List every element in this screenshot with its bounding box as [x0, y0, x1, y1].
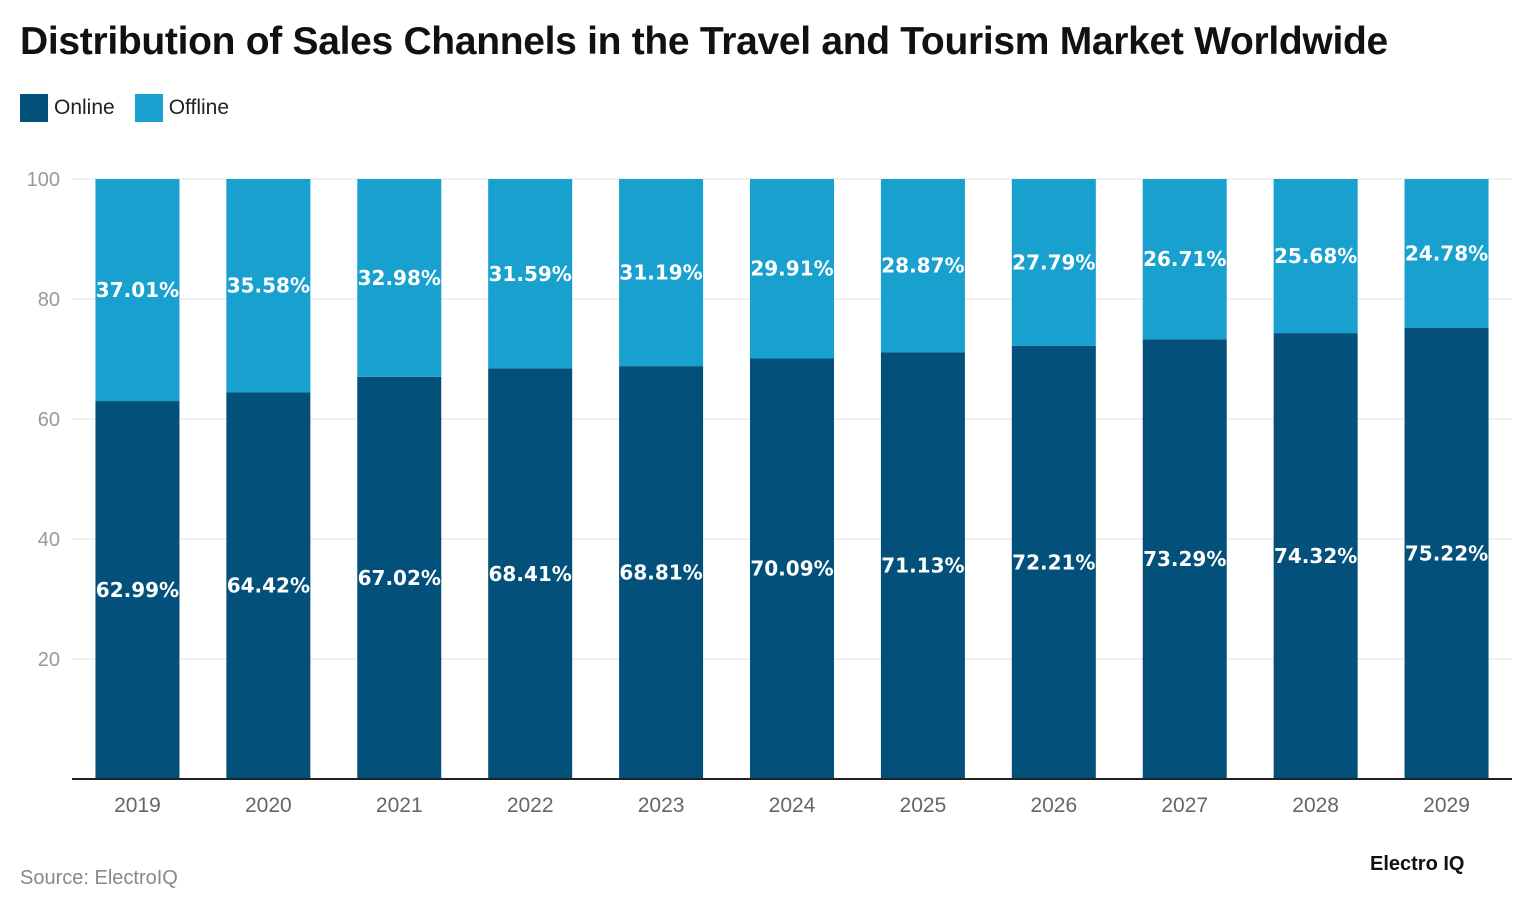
- bar-offline: [1404, 179, 1489, 328]
- bar-offline: [95, 179, 180, 402]
- data-label-online: 62.99%: [96, 578, 179, 602]
- x-tick-label: 2020: [245, 794, 292, 817]
- data-label-offline: 26.71%: [1143, 247, 1226, 271]
- bar-offline: [488, 179, 573, 369]
- data-label-online: 64.42%: [227, 574, 310, 598]
- y-tick-label: 60: [38, 409, 60, 431]
- source-note: Source: ElectroIQ: [20, 867, 178, 889]
- bar-online: [1142, 339, 1227, 779]
- data-label-offline: 37.01%: [96, 278, 179, 302]
- bar-online: [750, 358, 834, 779]
- bar-online: [1011, 345, 1096, 779]
- data-label-online: 68.81%: [619, 561, 702, 585]
- x-tick-label: 2019: [114, 794, 161, 817]
- x-tick-label: 2028: [1292, 794, 1339, 817]
- data-label-offline: 32.98%: [358, 266, 441, 290]
- data-label-online: 72.21%: [1012, 550, 1095, 574]
- data-label-offline: 35.58%: [227, 274, 310, 298]
- data-label-offline: 28.87%: [881, 254, 964, 278]
- legend-swatch-online: [20, 94, 48, 122]
- legend-swatch-offline: [134, 94, 163, 122]
- legend-item-online: Online: [20, 94, 115, 122]
- data-label-online: 67.02%: [358, 566, 441, 590]
- legend-label-online: Online: [54, 96, 115, 119]
- x-tick-label: 2027: [1161, 794, 1208, 817]
- bar-online: [1404, 327, 1489, 779]
- data-label-offline: 31.59%: [489, 262, 572, 286]
- bar-offline: [750, 179, 834, 359]
- x-tick-label: 2026: [1030, 794, 1077, 817]
- chart-title: Distribution of Sales Channels in the Tr…: [20, 20, 1388, 63]
- data-label-offline: 24.78%: [1405, 241, 1488, 265]
- x-tick-label: 2022: [507, 794, 554, 817]
- data-label-online: 75.22%: [1405, 541, 1488, 565]
- data-label-offline: 27.79%: [1012, 250, 1095, 274]
- bar-online: [619, 366, 704, 779]
- bar-online: [95, 401, 180, 779]
- y-tick-label: 100: [27, 169, 60, 191]
- legend-label-offline: Offline: [168, 96, 230, 119]
- bar-offline: [880, 179, 965, 353]
- bar-offline: [1273, 179, 1358, 334]
- data-label-offline: 25.68%: [1274, 244, 1357, 268]
- electroiq-logo: Electro IQ: [1370, 853, 1465, 875]
- x-tick-label: 2025: [900, 794, 947, 817]
- bar-online: [1273, 333, 1358, 779]
- bar-online: [880, 352, 965, 779]
- x-tick-label: 2023: [638, 794, 685, 817]
- bar-online: [357, 376, 442, 779]
- x-tick-label: 2024: [769, 794, 816, 817]
- legend-item-offline: Offline: [134, 94, 230, 122]
- data-label-offline: 31.19%: [619, 261, 702, 285]
- x-tick-label: 2029: [1423, 794, 1470, 817]
- data-label-online: 74.32%: [1274, 544, 1357, 568]
- bar-online: [488, 368, 573, 779]
- data-label-online: 68.41%: [489, 562, 572, 586]
- y-tick-label: 40: [38, 529, 60, 551]
- bar-offline: [1142, 179, 1227, 340]
- bar-online: [226, 392, 311, 779]
- bar-offline: [357, 179, 442, 377]
- bar-offline: [1011, 179, 1096, 346]
- bar-offline: [619, 179, 704, 367]
- data-label-online: 70.09%: [750, 557, 833, 581]
- bar-offline: [226, 179, 311, 393]
- legend: Online Offline: [20, 94, 229, 122]
- x-tick-label: 2021: [376, 794, 423, 817]
- data-label-offline: 29.91%: [750, 257, 833, 281]
- data-label-online: 71.13%: [881, 554, 964, 578]
- y-tick-label: 80: [38, 289, 60, 311]
- y-tick-label: 20: [38, 649, 60, 671]
- data-label-online: 73.29%: [1143, 547, 1226, 571]
